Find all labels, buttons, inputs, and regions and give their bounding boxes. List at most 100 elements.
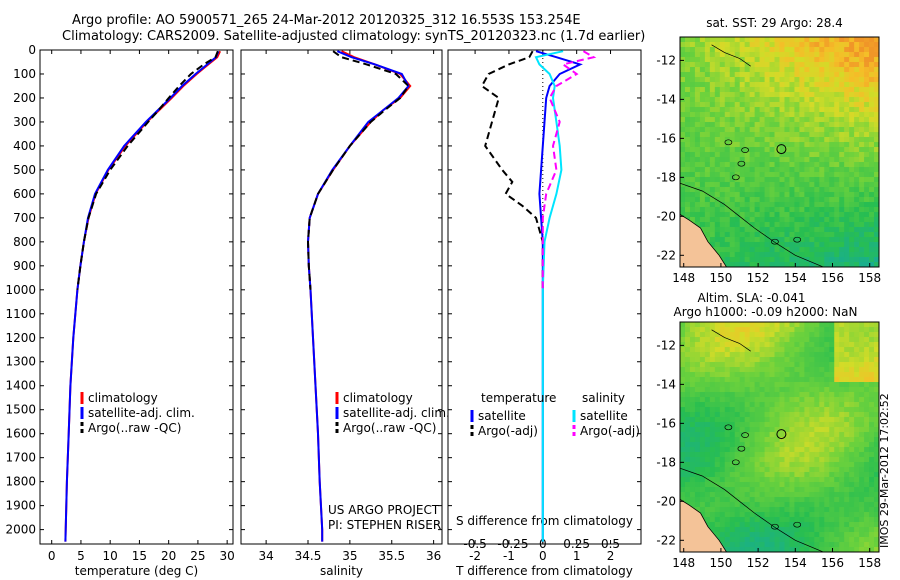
map-cell [744,512,751,518]
map-cell [764,442,771,448]
map-cell [859,322,865,328]
map-cell [839,172,845,178]
map-cell [779,472,785,478]
map-cell [704,52,711,58]
map-cell [724,432,731,438]
map-cell [834,457,840,463]
map-cell [724,122,731,128]
map-cell [824,372,830,378]
map-cell [809,502,815,508]
map-cell [684,82,691,88]
map-cell [789,462,795,468]
map-frame [679,321,880,553]
map-cell [844,467,850,473]
map-cell [694,352,701,358]
map-cell [789,487,795,493]
map-cell [794,152,800,158]
panel-difference-profile: -2 -1 0 1 2T difference from climatology-0.5… [447,49,642,578]
map-cell [839,412,845,418]
map-cell [719,362,726,368]
map-cell [809,242,815,248]
map-cell [749,527,756,533]
map-cell [764,547,771,552]
map-cell [749,177,756,183]
map-cell [684,427,691,433]
map-cell [799,342,805,348]
map-cell [709,407,716,413]
map-cell [799,422,805,428]
map-cell [859,42,865,48]
map-cell [754,452,761,458]
map-cell [809,162,815,168]
map-cell [704,192,711,198]
y-tick-label: 1000 [5,283,36,297]
map-cell [754,447,761,453]
map-cell [844,207,850,213]
map-cell [729,227,736,233]
map-cell [779,162,785,168]
map-cell [844,447,850,453]
map-cell [839,452,845,458]
map-cell [689,337,696,343]
map-cell [754,497,761,503]
map-cell [789,447,795,453]
x-axis-label: T difference from climatology [455,564,633,578]
map-cell [744,227,751,233]
map-cell [819,527,825,533]
map-cell [704,397,711,403]
map-cell [749,457,756,463]
map-cell [774,462,780,468]
map-cell [844,482,850,488]
map-cell [764,72,771,78]
map-cell [824,172,830,178]
map-cell [784,177,790,183]
map-cell [769,527,776,533]
map-cell [704,447,711,453]
map-cell [859,147,865,153]
map-cell [684,472,691,478]
map-cell [844,157,850,163]
map-cell [699,507,706,513]
map-cell [854,347,860,353]
map-cell [739,187,746,193]
map-cell [819,362,825,368]
map-cell [859,507,865,513]
map-cell [839,382,845,388]
y-tick-label: -12 [656,53,676,67]
map-cell [849,237,855,243]
map-cell [789,177,795,183]
map-cell [814,437,820,443]
map-cell [789,182,795,188]
map-cell [844,222,850,228]
map-cell [859,162,865,168]
map-cell [749,467,756,473]
map-cell [774,137,780,143]
map-cell [829,157,835,163]
y-tick-label: -22 [656,248,676,262]
map-cell [794,467,800,473]
map-cell [794,357,800,363]
map-cell [869,332,875,338]
map-cell [834,537,840,543]
map-cell [709,107,716,113]
map-cell [719,517,726,523]
map-cell [704,162,711,168]
map-cell [789,52,795,58]
map-cell [769,227,776,233]
map-cell [804,47,810,53]
map-cell [814,342,820,348]
map-cell [779,347,785,353]
map-cell [719,347,726,353]
map-cell [769,112,776,118]
map-cell [689,332,696,338]
map-cell [819,492,825,498]
map-cell [844,117,850,123]
map-cell [784,347,790,353]
map-cell [819,482,825,488]
map-cell [714,502,721,508]
map-cell [729,467,736,473]
map-cell [714,462,721,468]
map-cell [839,222,845,228]
map-cell [779,172,785,178]
map-cell [694,507,701,513]
